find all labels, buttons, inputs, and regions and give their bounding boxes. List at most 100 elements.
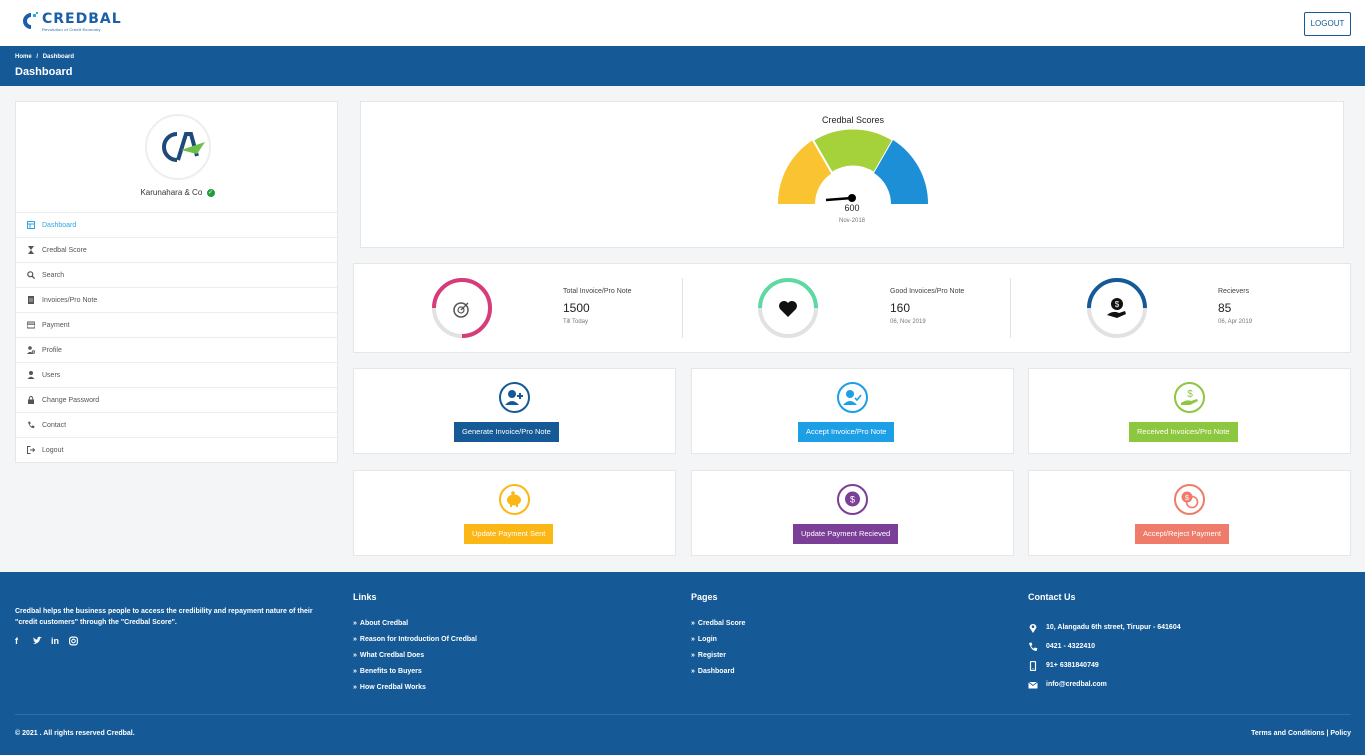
stat-divider [682, 278, 683, 338]
contact-email[interactable]: info@credbal.com [1028, 675, 1181, 694]
sidebar: Karunahara & Co ✓ Dashboard Credbal Scor… [15, 101, 338, 463]
instagram-icon[interactable] [69, 636, 78, 646]
tile-accept-invoice: Accept Invoice/Pro Note [691, 368, 1014, 454]
sidebar-item-profile[interactable]: Profile [16, 337, 337, 362]
score-date: Nov-2018 [838, 218, 865, 224]
received-invoices-button[interactable]: Received Invoices/Pro Note [1129, 422, 1238, 442]
search-icon [27, 271, 35, 279]
stat-total-invoice-label: Total Invoice/Pro Note [563, 288, 632, 295]
update-payment-received-button[interactable]: Update Payment Recieved [793, 524, 899, 544]
tile-update-payment-sent: Update Payment Sent [353, 470, 676, 556]
stat-total-invoice-value: 1500 [563, 301, 590, 315]
update-payment-sent-button[interactable]: Update Payment Sent [464, 524, 554, 544]
twitter-icon[interactable] [33, 636, 42, 646]
stat-good-invoice-label: Good Invoices/Pro Note [890, 288, 965, 295]
linkedin-icon[interactable]: in [51, 636, 59, 646]
footer-links-title: Links [353, 592, 377, 602]
sidebar-item-label: Contact [42, 421, 67, 429]
dollar-chat-icon: $ [837, 484, 868, 515]
gauge-needle [825, 196, 853, 202]
sidebar-item-invoices[interactable]: Invoices/Pro Note [16, 287, 337, 312]
footer-link[interactable]: » Reason for Introduction Of Credbal [353, 636, 477, 643]
tile-accept-reject-payment: $ Accept/Reject Payment [1028, 470, 1351, 556]
contact-mobile[interactable]: 91+ 6381840749 [1028, 656, 1181, 675]
mobile-icon [1029, 660, 1037, 671]
sidebar-menu: Dashboard Credbal Score Search Invoices/… [16, 212, 337, 462]
avatar [145, 114, 211, 180]
user-icon [27, 371, 35, 379]
phone-icon [28, 421, 35, 429]
brand-logo[interactable]: CREDBAL Revolution of Credit Economy [23, 12, 122, 32]
heart-icon [779, 301, 797, 317]
dollar-chats-icon: $ [1174, 484, 1205, 515]
stat-good-invoice-sub: 06, Nov 2019 [890, 319, 926, 325]
stat-receivers-value: 85 [1218, 301, 1232, 315]
mail-icon [1028, 681, 1038, 688]
breadcrumb-home-link[interactable]: Home [15, 54, 32, 60]
gauge-needle-pivot [848, 194, 856, 202]
sidebar-item-users[interactable]: Users [16, 362, 337, 387]
footer-page-link[interactable]: » Register [691, 652, 726, 659]
score-title: Credbal Scores [821, 115, 885, 125]
user-plus-icon [499, 382, 530, 413]
sidebar-item-change-password[interactable]: Change Password [16, 387, 337, 412]
svg-text:$: $ [1185, 495, 1189, 502]
footer-contact-title: Contact Us [1028, 592, 1076, 602]
copyright: © 2021 . All rights reserved Credbal. [15, 730, 135, 737]
stat-receivers-sub: 06, Apr 2019 [1218, 319, 1253, 325]
footer-page-link[interactable]: » Dashboard [691, 668, 735, 675]
score-value: 600 [844, 203, 860, 213]
terms-link[interactable]: Terms and Conditions | Policy [1251, 730, 1351, 737]
sidebar-item-label: Logout [42, 446, 64, 454]
contact-phone[interactable]: 0421 - 4322410 [1028, 637, 1181, 656]
sidebar-item-payment[interactable]: Payment [16, 312, 337, 337]
sidebar-item-logout[interactable]: Logout [16, 437, 337, 462]
sidebar-item-label: Payment [42, 321, 70, 329]
stats-card: Total Invoice/Pro Note 1500 Till Today G… [353, 263, 1351, 353]
sidebar-item-contact[interactable]: Contact [16, 412, 337, 437]
sidebar-item-label: Search [42, 271, 65, 279]
stat-divider [1010, 278, 1011, 338]
top-header: CREDBAL Revolution of Credit Economy LOG… [0, 0, 1365, 46]
stat-good-invoice-ring [758, 278, 818, 338]
generate-invoice-button[interactable]: Generate Invoice/Pro Note [454, 422, 559, 442]
organization-name-row: Karunahara & Co ✓ [16, 188, 339, 197]
stat-total-invoice-ring [432, 278, 492, 338]
footer-link[interactable]: » How Credbal Works [353, 684, 426, 691]
gauge-low-segment [777, 140, 832, 204]
footer-about-text: Credbal helps the business people to acc… [15, 608, 313, 626]
facebook-icon[interactable]: f [15, 636, 18, 646]
svg-text:$: $ [1187, 389, 1193, 400]
accept-invoice-button[interactable]: Accept Invoice/Pro Note [798, 422, 895, 442]
sidebar-item-label: Dashboard [42, 221, 77, 229]
accept-reject-payment-button[interactable]: Accept/Reject Payment [1135, 524, 1229, 544]
footer-link[interactable]: » What Credbal Does [353, 652, 425, 659]
stat-receivers-ring: $ [1087, 278, 1147, 338]
sidebar-item-search[interactable]: Search [16, 262, 337, 287]
hourglass-icon [28, 246, 34, 254]
gauge-high-segment [874, 140, 929, 204]
footer-pages-list: » Credbal Score » Login » Register » Dashboa… [691, 619, 745, 683]
footer-page-link[interactable]: » Credbal Score [691, 620, 746, 627]
piggy-bank-icon [499, 484, 530, 515]
breadcrumb-current: Dashboard [42, 54, 75, 60]
credit-card-icon [27, 321, 35, 329]
credbal-score-card: Credbal Scores 600 Nov-2018 [360, 101, 1344, 248]
sidebar-item-dashboard[interactable]: Dashboard [16, 212, 337, 237]
sidebar-item-credbal-score[interactable]: Credbal Score [16, 237, 337, 262]
sidebar-item-label: Credbal Score [42, 246, 87, 254]
money-hand-icon [1111, 298, 1123, 310]
footer-page-link[interactable]: » Login [691, 636, 717, 643]
footer-link[interactable]: » Benefits to Buyers [353, 668, 422, 675]
logout-button[interactable]: LOGOUT [1304, 12, 1351, 36]
site-footer: Credbal helps the business people to acc… [0, 572, 1365, 755]
social-links: f in [15, 636, 78, 646]
logout-icon [27, 446, 35, 454]
credbal-logo-icon [23, 12, 38, 29]
breadcrumb: Home / Dashboard [15, 54, 77, 60]
footer-link[interactable]: » About Credbal [353, 620, 409, 627]
user-cog-icon [27, 346, 35, 354]
document-icon [28, 296, 34, 304]
brand-name: CREDBAL [42, 11, 122, 27]
footer-divider [15, 714, 1351, 715]
